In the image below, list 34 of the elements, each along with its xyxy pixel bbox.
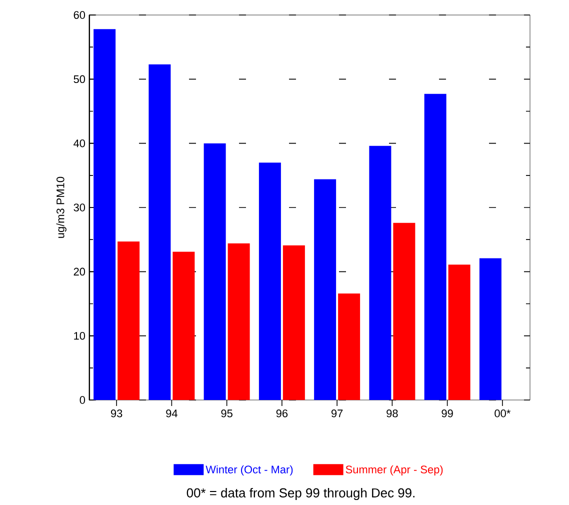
- bar: [369, 146, 392, 400]
- bar: [228, 243, 250, 400]
- x-tick-label: 00*: [494, 410, 510, 418]
- bar: [448, 264, 470, 400]
- bar: [314, 179, 336, 400]
- y-tick-label: 50: [74, 75, 86, 84]
- x-tick-label: 96: [276, 410, 288, 418]
- y-tick-label: 0: [80, 396, 86, 404]
- y-tick-label: 60: [74, 11, 86, 19]
- x-tick-label: 93: [110, 410, 122, 418]
- x-tick-label: 97: [331, 410, 343, 418]
- bar: [258, 162, 281, 400]
- bar: [118, 242, 140, 400]
- bar: [424, 94, 446, 400]
- y-tick-label: 40: [74, 139, 86, 148]
- bar: [282, 245, 305, 400]
- legend-label: Winter (Oct - Mar): [206, 465, 293, 476]
- x-tick-label: 94: [166, 410, 178, 418]
- text: 00* = data from Sep 99 through Dec 99.: [186, 488, 414, 500]
- bar: [172, 252, 195, 400]
- y-tick-label: 10: [74, 332, 86, 340]
- bar: [338, 293, 360, 400]
- bar: [204, 143, 226, 400]
- bar: [94, 29, 116, 400]
- x-tick-label: 98: [386, 410, 398, 418]
- legend-label: Summer (Apr - Sep): [346, 465, 443, 476]
- bar: [479, 258, 502, 400]
- x-tick-label: 95: [221, 410, 232, 418]
- y-tick-label: 30: [74, 204, 86, 212]
- x-tick-label: 99: [442, 410, 453, 418]
- bar: [393, 222, 416, 400]
- y-axis-title: ug/m3 PM10: [56, 176, 66, 238]
- bar: [148, 64, 171, 400]
- y-tick-label: 20: [74, 268, 86, 276]
